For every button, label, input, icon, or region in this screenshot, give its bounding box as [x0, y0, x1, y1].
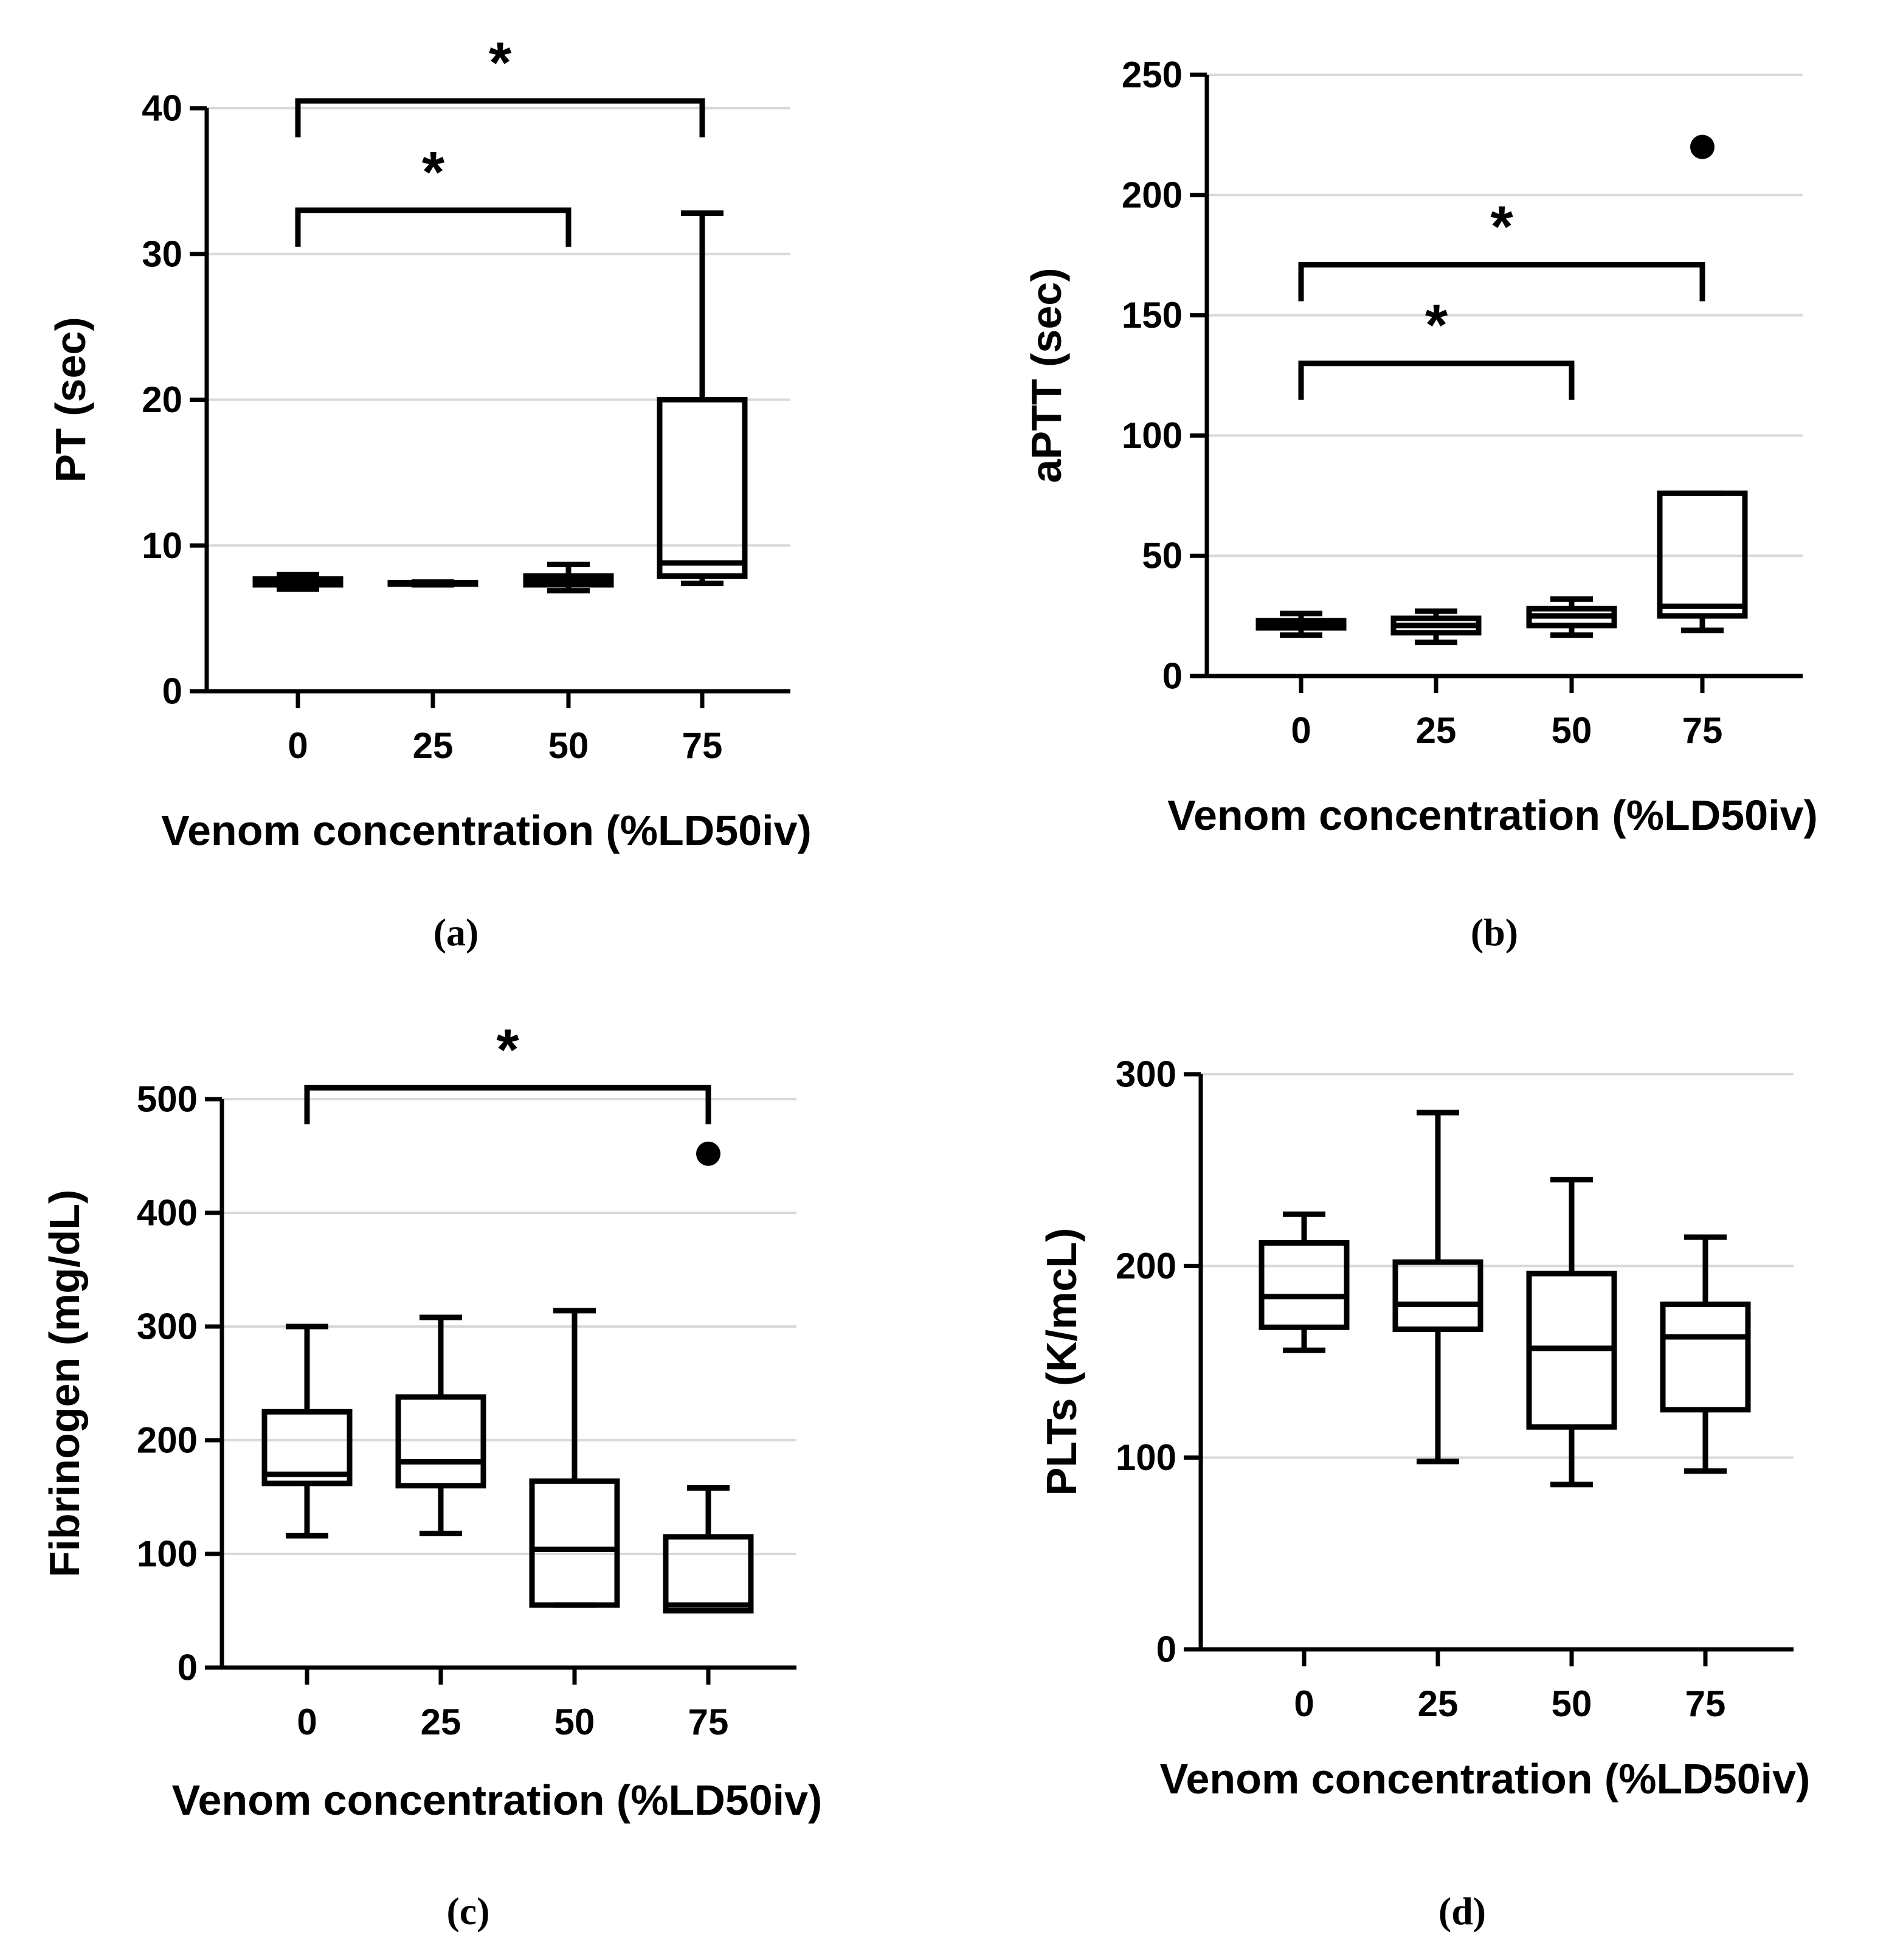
x-tick-label: 75 — [1682, 710, 1723, 751]
y-tick-label: 300 — [1116, 1054, 1176, 1095]
y-tick-label: 300 — [137, 1306, 198, 1347]
iqr-box — [261, 1409, 353, 1486]
y-tick-label: 200 — [1116, 1246, 1176, 1286]
y-tick-label: 0 — [162, 671, 182, 712]
y-tick-label: 40 — [142, 88, 182, 129]
significance-star: * — [422, 140, 445, 205]
y-tick-label: 500 — [137, 1079, 198, 1120]
iqr-box — [657, 397, 748, 579]
y-tick-label: 200 — [1122, 174, 1183, 215]
x-axis-title: Venom concentration (%LD50iv) — [161, 807, 812, 854]
significance-star: * — [489, 30, 512, 95]
y-tick-label: 10 — [142, 525, 182, 566]
x-axis-title: Venom concentration (%LD50iv) — [1160, 1755, 1811, 1803]
box-plot-50 — [1526, 596, 1617, 638]
panel-caption: (d) — [1438, 1889, 1486, 1933]
panel-caption: (c) — [446, 1889, 489, 1933]
x-tick-label: 0 — [1291, 710, 1311, 751]
x-tick-label: 75 — [688, 1702, 729, 1742]
y-axis-title: PT (sec) — [47, 317, 94, 482]
box-plot-50 — [1526, 1176, 1617, 1488]
panel-d: 0 100 200 300 0 25 50 75 Venom concentration (%L… — [1038, 1054, 1810, 1933]
iqr-box — [395, 1394, 486, 1489]
y-tick-label: 100 — [137, 1534, 198, 1575]
y-tick-label: 0 — [1156, 1629, 1176, 1670]
box-plot-75 — [663, 1485, 754, 1613]
y-tick-label: 50 — [1142, 536, 1183, 576]
x-tick-label: 0 — [297, 1702, 317, 1742]
x-tick-label: 25 — [413, 725, 454, 766]
box-plot-25 — [1392, 1109, 1483, 1465]
box-plot-75 — [1657, 490, 1748, 633]
significance-bracket — [1298, 262, 1705, 302]
box-plot-25 — [1390, 608, 1482, 646]
x-tick-label: 25 — [1416, 710, 1457, 751]
panel-b: 0 50 100 150 200 250 0 25 50 75 Venom concentratio… — [1023, 55, 1818, 954]
box-plot-25 — [387, 579, 478, 588]
y-tick-label: 0 — [178, 1648, 198, 1688]
box-plot-0 — [1255, 610, 1347, 638]
significance-star: * — [1490, 195, 1513, 260]
y-tick-label: 200 — [137, 1420, 198, 1461]
x-tick-label: 0 — [1294, 1683, 1314, 1724]
y-tick-label: 400 — [137, 1193, 198, 1234]
y-tick-label: 250 — [1122, 55, 1183, 95]
iqr-box — [1657, 490, 1748, 619]
x-tick-label: 50 — [1552, 710, 1592, 751]
outlier-point — [696, 1141, 720, 1166]
significance-star: * — [496, 1017, 519, 1082]
y-tick-label: 100 — [1116, 1437, 1176, 1478]
y-tick-label: 0 — [1162, 656, 1183, 697]
significance-bracket — [1298, 361, 1575, 400]
panel-caption: (a) — [433, 911, 479, 954]
y-tick-label: 20 — [142, 379, 182, 420]
iqr-box — [529, 1478, 620, 1608]
x-tick-label: 50 — [1552, 1683, 1592, 1724]
iqr-box — [1392, 1259, 1483, 1332]
panel-c: 0 100 200 300 400 500 0 25 50 75 Venom concentrati… — [41, 1017, 822, 1933]
box-plot-25 — [395, 1314, 486, 1536]
x-tick-label: 75 — [1685, 1683, 1726, 1724]
outlier-point — [1690, 134, 1715, 159]
significance-bracket — [304, 1085, 711, 1125]
x-tick-label: 25 — [421, 1702, 461, 1742]
box-plot-50 — [523, 561, 614, 594]
x-tick-label: 25 — [1418, 1683, 1459, 1724]
box-plot-0 — [1259, 1211, 1350, 1353]
panel-caption: (b) — [1471, 911, 1518, 954]
iqr-box — [1259, 1240, 1350, 1330]
x-axis-title: Venom concentration (%LD50iv) — [1167, 792, 1818, 839]
y-axis-title: aPTT (sec) — [1023, 268, 1070, 483]
y-tick-label: 30 — [142, 233, 182, 274]
significance-bracket — [295, 98, 705, 138]
box-plot-0 — [261, 1323, 353, 1539]
y-tick-label: 150 — [1122, 295, 1183, 336]
iqr-box — [663, 1534, 754, 1613]
x-tick-label: 0 — [288, 725, 308, 766]
box-plot-50 — [529, 1308, 620, 1608]
x-tick-label: 50 — [554, 1702, 595, 1742]
box-plot-0 — [252, 571, 344, 592]
y-axis-title: PLTs (K/mcL) — [1038, 1228, 1085, 1496]
significance-star: * — [1425, 293, 1448, 358]
significance-bracket — [295, 207, 572, 247]
iqr-box — [1660, 1301, 1751, 1413]
box-plot-75 — [1660, 1234, 1751, 1474]
x-axis-title: Venom concentration (%LD50iv) — [172, 1776, 823, 1824]
x-tick-label: 75 — [682, 725, 723, 766]
y-tick-label: 100 — [1122, 415, 1183, 456]
x-tick-label: 50 — [548, 725, 589, 766]
panel-a: 0 10 20 30 40 0 25 50 75 Venom concentration (%LD… — [47, 30, 812, 954]
box-plot-75 — [657, 210, 748, 587]
y-axis-title: Fibrinogen (mg/dL) — [41, 1190, 88, 1578]
